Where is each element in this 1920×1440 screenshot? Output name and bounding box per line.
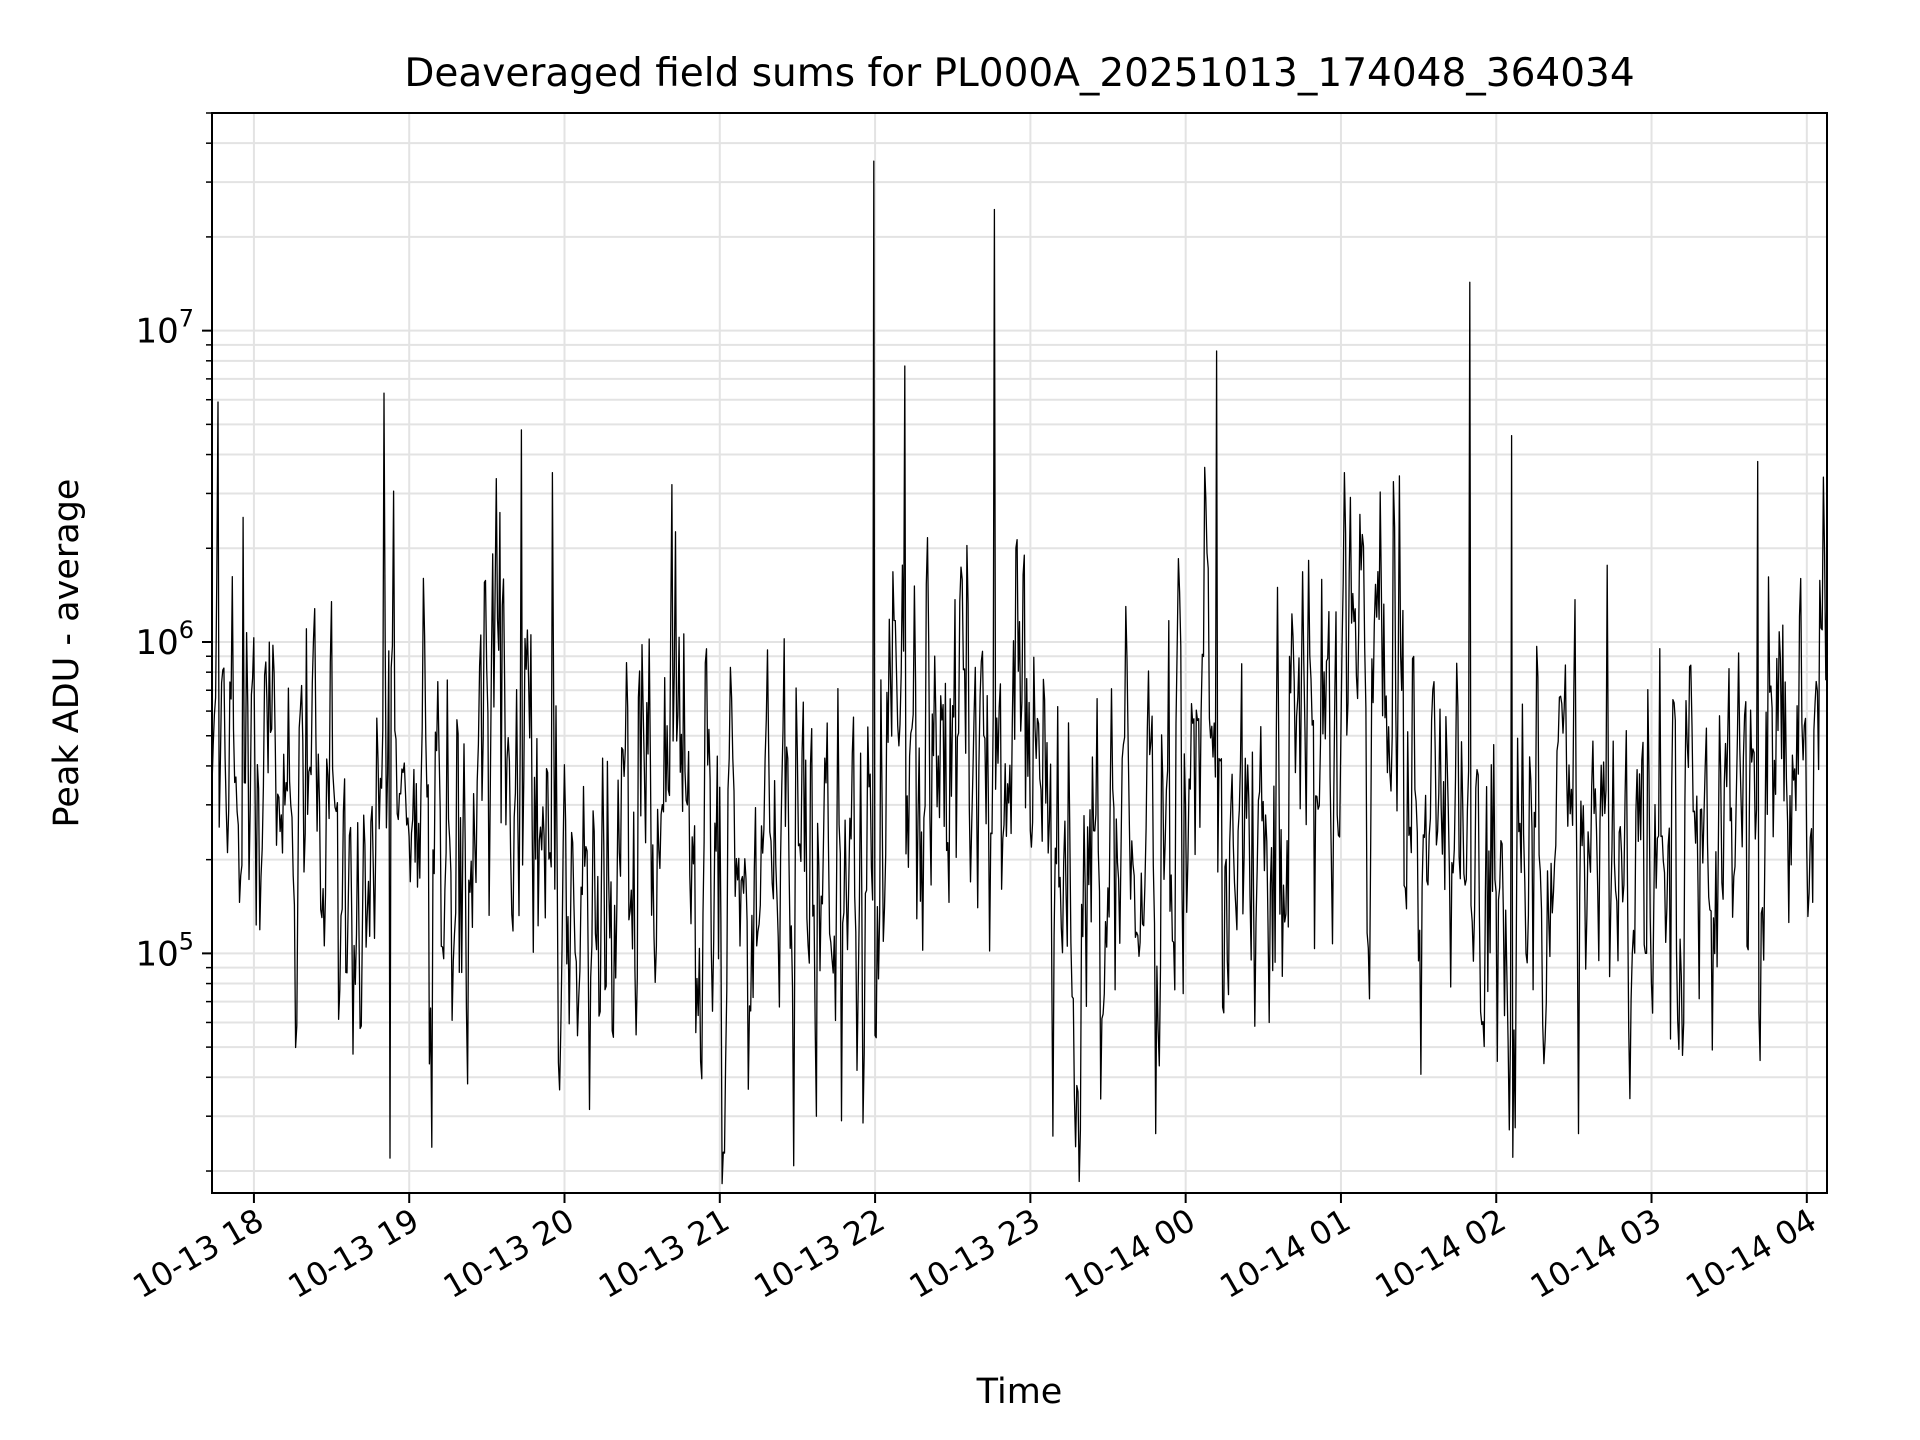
x-axis-label: Time xyxy=(976,1372,1063,1412)
y-tick-label: 105 xyxy=(135,927,194,974)
series-line xyxy=(211,160,1828,1185)
chart-title: Deaveraged field sums for PL000A_2025101… xyxy=(404,51,1634,96)
y-axis-label: Peak ADU - average xyxy=(47,479,87,828)
y-tick-label: 106 xyxy=(135,616,194,663)
y-axis: 105 106 107 xyxy=(135,112,212,1172)
series-layer xyxy=(211,160,1828,1185)
y-tick-label: 107 xyxy=(135,305,194,352)
plot-frame xyxy=(211,112,1828,1194)
